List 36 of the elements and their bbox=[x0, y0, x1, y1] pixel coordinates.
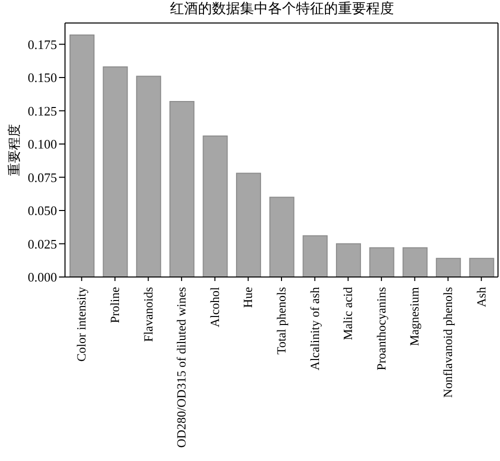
bar bbox=[469, 258, 494, 277]
bar bbox=[336, 243, 361, 277]
y-tick-label: 0.150 bbox=[28, 70, 57, 86]
bar bbox=[369, 247, 394, 277]
x-tick-label: Alcohol bbox=[208, 286, 222, 328]
x-tick-label: Malic acid bbox=[341, 286, 356, 340]
x-tick-label: Proanthocyanins bbox=[374, 286, 388, 370]
y-tick-label: 0.000 bbox=[28, 270, 57, 285]
bar bbox=[436, 258, 461, 277]
x-tick-label: Hue bbox=[241, 286, 256, 308]
x-tick-label: Magnesium bbox=[408, 286, 422, 346]
x-tick-label: Ash bbox=[474, 286, 488, 308]
bar bbox=[302, 235, 328, 277]
y-tick-label: 0.175 bbox=[28, 36, 57, 52]
x-tick-label: Nonflavanoid phenols bbox=[441, 286, 456, 398]
bar bbox=[402, 247, 428, 277]
chart-title: 红酒的数据集中各个特征的重要程度 bbox=[169, 0, 395, 18]
bar bbox=[102, 66, 128, 277]
y-axis-title: 重要程度 bbox=[6, 124, 22, 176]
x-tick-label: OD280/OD315 of diluted wines bbox=[174, 286, 189, 448]
x-tick-label: Alcalinity of ash bbox=[308, 286, 322, 370]
bar bbox=[136, 76, 162, 277]
bar bbox=[269, 196, 294, 277]
y-tick-label: 0.025 bbox=[28, 236, 57, 252]
x-tick-label: Total phenols bbox=[274, 286, 288, 355]
bar bbox=[70, 34, 94, 277]
y-tick-label: 0.050 bbox=[28, 203, 57, 218]
y-tick-label: 0.075 bbox=[28, 170, 57, 185]
y-tick-label: 0.100 bbox=[28, 136, 57, 152]
y-tick-label: 0.125 bbox=[28, 103, 57, 118]
bar bbox=[236, 172, 262, 277]
x-tick-label: Proline bbox=[108, 286, 122, 324]
bar bbox=[169, 100, 194, 277]
x-tick-label: Color intensity bbox=[74, 286, 89, 362]
bar bbox=[202, 136, 228, 277]
x-tick-label: Flavanoids bbox=[141, 286, 156, 342]
